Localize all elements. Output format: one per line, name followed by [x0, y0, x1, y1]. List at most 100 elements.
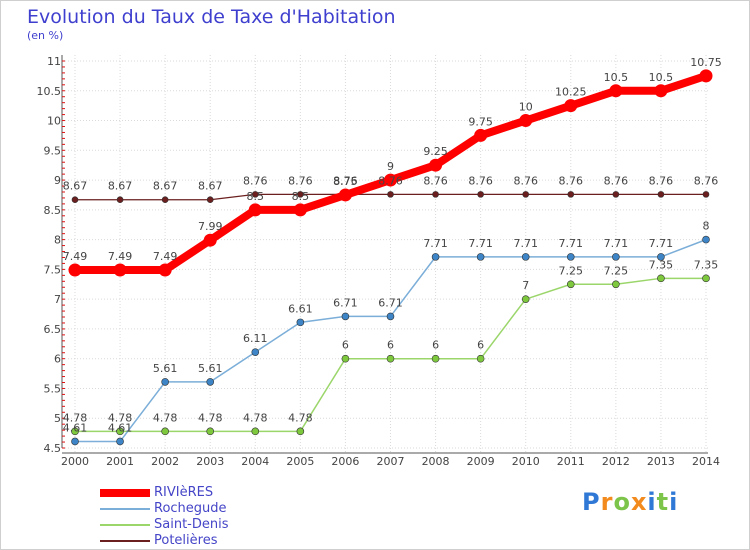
data-point	[297, 191, 304, 198]
data-label: 6	[387, 339, 394, 352]
data-point	[384, 173, 397, 187]
data-label: 6	[342, 339, 349, 352]
x-tick-label: 2003	[196, 455, 224, 468]
axis-layer: 4.5 5 5.5 6 6.5 7 7.5 8 8.5 9 9.5 10 10.5 11 2000 2001 2…	[37, 55, 720, 468]
x-tick-label: 2013	[647, 455, 675, 468]
data-point	[206, 378, 215, 386]
data-label: 7.71	[649, 237, 674, 250]
data-point	[521, 253, 530, 261]
data-point	[68, 263, 82, 277]
data-point	[161, 427, 169, 436]
data-label: 8.76	[604, 174, 629, 187]
data-point	[612, 280, 620, 289]
data-point	[341, 312, 350, 321]
data-label: 7.71	[604, 237, 629, 250]
data-label: 4.78	[288, 411, 313, 424]
logo-letter: P	[582, 488, 601, 516]
y-tick-label: 7	[54, 293, 61, 306]
data-label: 4.78	[63, 411, 88, 424]
data-label: 5.61	[153, 362, 178, 375]
data-point	[158, 263, 172, 277]
data-label: 7.71	[468, 237, 493, 250]
data-point	[338, 188, 352, 202]
data-label: 7.99	[198, 220, 223, 233]
y-tick-label: 4.5	[44, 442, 62, 455]
data-label: 7.25	[559, 264, 584, 277]
data-point	[564, 99, 578, 113]
data-label: 8.67	[63, 180, 88, 193]
y-tick-label: 9	[54, 174, 61, 187]
data-label: 7.25	[604, 264, 629, 277]
data-point	[476, 253, 485, 261]
y-tick-label: 5.5	[44, 382, 62, 395]
data-label: 8.67	[198, 180, 223, 193]
data-label: 8.76	[333, 174, 358, 187]
x-tick-label: 2014	[692, 455, 720, 468]
data-point	[474, 128, 488, 142]
x-tick-label: 2009	[467, 455, 495, 468]
data-point	[521, 295, 530, 303]
data-label: 8	[703, 220, 710, 233]
data-point	[116, 427, 124, 436]
logo-letter: i	[669, 488, 679, 516]
data-point	[702, 191, 710, 198]
logo-letter: t	[656, 488, 670, 516]
data-label: 8.75	[333, 175, 358, 188]
proxiti-logo: Proxiti	[582, 488, 678, 516]
data-point	[612, 253, 620, 261]
data-label: 6.11	[243, 332, 268, 345]
data-label: 6.61	[288, 302, 313, 315]
data-label: 4.78	[198, 411, 223, 424]
data-point	[116, 196, 124, 204]
logo-letter: r	[600, 488, 614, 516]
data-point	[654, 84, 668, 98]
data-point	[161, 378, 169, 386]
data-point	[251, 427, 260, 436]
data-label: 8.76	[378, 174, 403, 187]
logo-letter: o	[613, 488, 631, 516]
legend-swatch	[100, 508, 150, 510]
x-tick-label: 2010	[512, 455, 540, 468]
data-label: 8.5	[247, 190, 265, 203]
data-point	[161, 196, 169, 204]
data-label: 8.76	[243, 174, 268, 187]
legend-label: Potelières	[154, 533, 218, 548]
data-label: 8.76	[559, 174, 584, 187]
data-point	[206, 427, 215, 436]
y-tick-label: 6	[54, 353, 61, 366]
y-tick-label: 6.5	[44, 323, 62, 336]
y-tick-label: 5	[54, 412, 61, 425]
data-label: 8.5	[292, 190, 310, 203]
data-point	[71, 427, 79, 436]
data-point	[477, 191, 484, 198]
grid-layer	[65, 55, 708, 453]
data-label: 7.71	[559, 237, 584, 250]
data-point	[206, 196, 214, 204]
data-label: 9.25	[423, 145, 448, 158]
data-label: 10.5	[649, 71, 674, 84]
data-label: 10.75	[690, 56, 722, 69]
x-tick-label: 2008	[422, 455, 450, 468]
data-label: 4.61	[108, 421, 133, 434]
data-label: 7.71	[513, 237, 538, 250]
data-label: 8.67	[153, 180, 178, 193]
y-tick-label: 11	[47, 55, 61, 68]
data-label: 4.78	[243, 411, 268, 424]
chart-units: (en %)	[27, 29, 64, 42]
data-point	[432, 191, 439, 198]
x-tick-label: 2000	[61, 455, 89, 468]
data-label: 8.67	[108, 180, 133, 193]
data-label: 6.71	[333, 296, 358, 309]
data-point	[387, 191, 394, 198]
data-label: 7.35	[694, 258, 719, 271]
legend-label: Rochegude	[154, 501, 227, 516]
y-tick-label: 10.5	[37, 85, 62, 98]
x-tick-label: 2004	[241, 455, 269, 468]
legend-swatch	[100, 489, 150, 497]
data-label: 9	[387, 160, 394, 173]
data-label: 10.5	[604, 71, 629, 84]
x-tick-label: 2006	[331, 455, 359, 468]
data-label: 9.75	[468, 115, 493, 128]
data-point	[203, 233, 217, 247]
data-label: 10.25	[555, 86, 587, 99]
